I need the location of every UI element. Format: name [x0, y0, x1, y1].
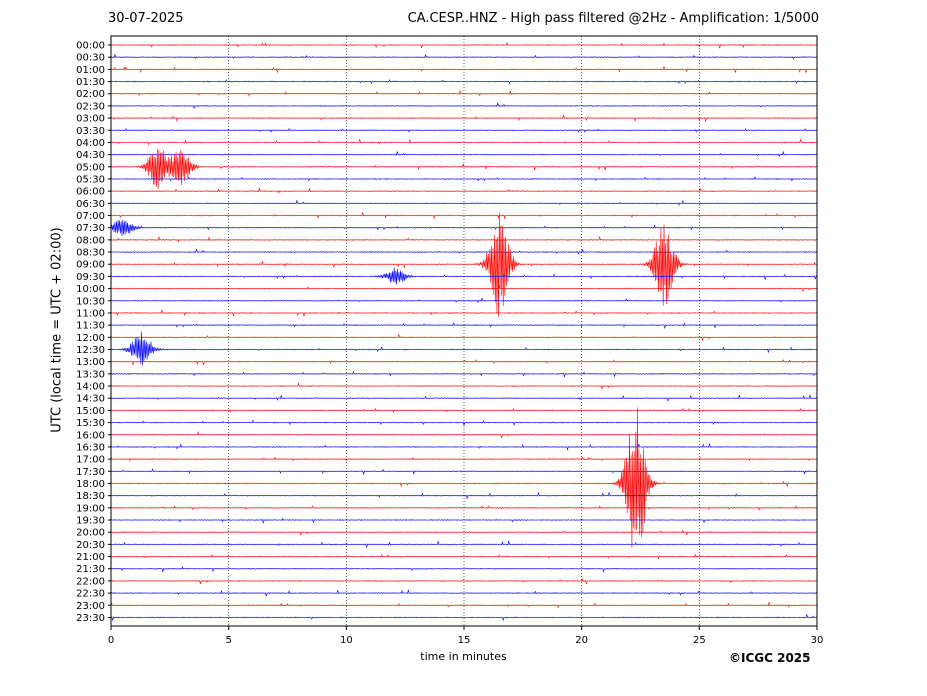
y-tick-label: 22:00	[76, 576, 105, 587]
trace-2000	[110, 529, 818, 536]
y-tick-label: 21:00	[76, 552, 105, 563]
trace-2130	[110, 566, 818, 573]
trace-0030	[110, 54, 818, 60]
y-tick-label: 06:30	[76, 199, 105, 210]
y-tick-label: 16:00	[76, 430, 105, 441]
x-tick-label: 20	[575, 635, 588, 646]
y-tick-label: 03:30	[76, 126, 105, 137]
trace-2200	[110, 578, 818, 585]
y-axis-label: UTC (local time = UTC + 02:00)	[49, 227, 65, 433]
y-tick-label: 22:30	[76, 589, 105, 600]
trace-0600	[110, 187, 818, 194]
y-tick-label: 12:30	[76, 345, 105, 356]
y-tick-label: 19:00	[76, 503, 105, 514]
y-tick-label: 10:30	[76, 296, 105, 307]
y-tick-label: 13:30	[76, 369, 105, 380]
y-tick-label: 14:30	[76, 394, 105, 405]
y-tick-label: 23:30	[76, 613, 105, 624]
trace-2330	[110, 614, 818, 622]
y-tick-label: 09:00	[76, 260, 105, 271]
trace-2030	[110, 540, 818, 548]
y-tick-label: 02:00	[76, 89, 105, 100]
y-tick-label: 06:00	[76, 187, 105, 198]
trace-1300	[110, 359, 818, 366]
trace-1930	[110, 517, 818, 524]
trace-1130	[110, 322, 818, 329]
trace-1900	[110, 505, 818, 512]
y-tick-label: 03:00	[76, 114, 105, 125]
y-tick-label: 15:00	[76, 406, 105, 417]
y-tick-label: 11:30	[76, 321, 105, 332]
chart-title: CA.CESP..HNZ - High pass filtered @2Hz -…	[407, 11, 819, 26]
y-tick-label: 01:00	[76, 65, 105, 76]
y-tick-label: 18:00	[76, 479, 105, 490]
trace-1500	[110, 407, 818, 413]
y-tick-label: 02:30	[76, 101, 105, 112]
trace-1400	[110, 382, 818, 390]
grid-layer	[228, 36, 700, 626]
trace-0230	[110, 102, 818, 109]
y-tick-label: 07:30	[76, 223, 105, 234]
y-tick-label: 23:00	[76, 601, 105, 612]
trace-0500	[110, 148, 818, 189]
trace-1330	[110, 370, 818, 378]
y-tick-label: 04:00	[76, 138, 105, 149]
trace-0630	[110, 200, 818, 207]
y-tick-label: 07:00	[76, 211, 105, 222]
x-tick-label: 5	[225, 635, 231, 646]
y-tick-label: 09:30	[76, 272, 105, 283]
y-tick-label: 12:00	[76, 333, 105, 344]
y-tick-label: 15:30	[76, 418, 105, 429]
trace-0400	[110, 138, 818, 146]
y-tick-label: 08:30	[76, 248, 105, 259]
x-tick-label: 15	[458, 635, 471, 646]
trace-1230	[110, 331, 818, 366]
trace-0700	[110, 212, 818, 219]
x-axis-label: time in minutes	[420, 650, 507, 663]
y-tick-label: 08:00	[76, 235, 105, 246]
y-tick-label: 00:30	[76, 53, 105, 64]
y-tick-label: 13:00	[76, 357, 105, 368]
y-tick-label: 17:00	[76, 455, 105, 466]
x-tick-label: 25	[693, 635, 706, 646]
y-tick-label: 20:00	[76, 528, 105, 539]
trace-1430	[110, 394, 818, 402]
trace-2100	[110, 553, 818, 560]
y-tick-label: 14:00	[76, 382, 105, 393]
y-tick-label: 00:00	[76, 41, 105, 52]
y-tick-label: 21:30	[76, 564, 105, 575]
y-tick-label: 04:30	[76, 150, 105, 161]
y-tick-label: 16:30	[76, 442, 105, 453]
copyright-label: ©ICGC 2025	[729, 651, 811, 665]
x-axis-label-wrap: time in minutes	[0, 650, 927, 663]
y-tick-label: 05:00	[76, 162, 105, 173]
y-tick-label: 11:00	[76, 308, 105, 319]
trace-2300	[110, 601, 818, 609]
trace-1200	[110, 333, 818, 341]
y-tick-label: 18:30	[76, 491, 105, 502]
y-tick-label: 19:30	[76, 516, 105, 527]
trace-0330	[110, 127, 818, 133]
date-label: 30-07-2025	[108, 11, 184, 26]
y-tick-label: 10:00	[76, 284, 105, 295]
y-tick-label: 05:30	[76, 174, 105, 185]
y-tick-label: 20:30	[76, 540, 105, 551]
trace-0530	[110, 175, 818, 182]
x-tick-label: 10	[340, 635, 353, 646]
x-tick-label: 0	[108, 635, 114, 646]
y-tick-label: 17:30	[76, 467, 105, 478]
trace-0430	[110, 150, 818, 158]
x-tick-label: 30	[811, 635, 824, 646]
y-tick-label: 01:30	[76, 77, 105, 88]
trace-1100	[110, 309, 818, 317]
trace-2230	[110, 589, 818, 597]
